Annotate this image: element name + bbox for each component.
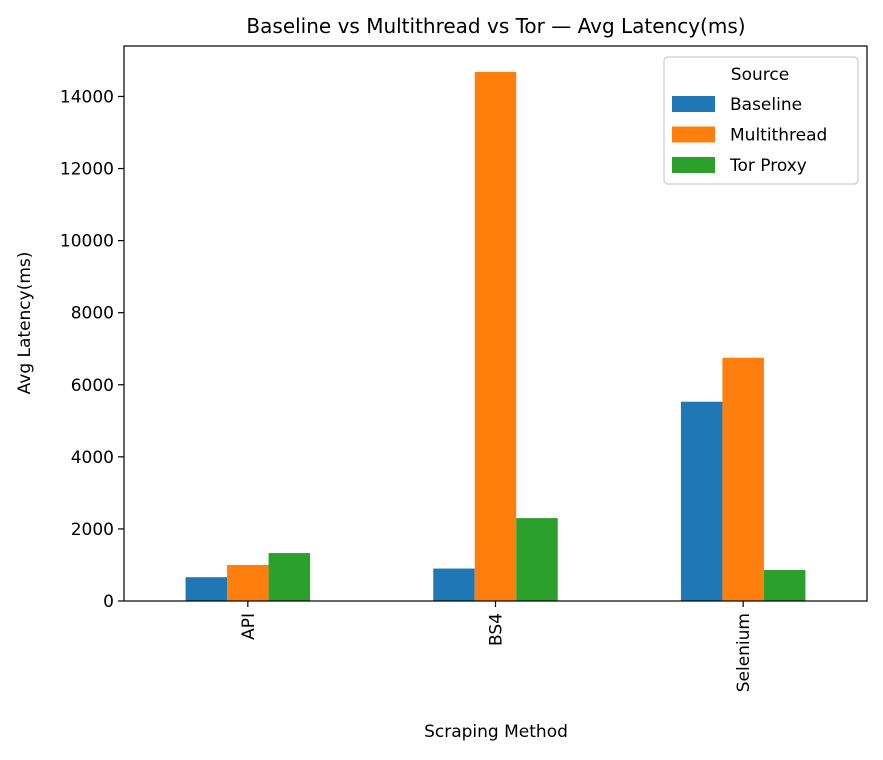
- x-axis-label: Scraping Method: [424, 722, 568, 742]
- bar-multithread-api: [227, 564, 269, 601]
- y-tick-label: 0: [103, 592, 114, 612]
- legend-label: Tor Proxy: [729, 156, 807, 176]
- y-tick-label: 14000: [60, 87, 114, 107]
- y-tick-label: 8000: [71, 304, 114, 324]
- y-tick-label: 4000: [71, 448, 114, 468]
- bar-tor-proxy-selenium: [763, 570, 806, 601]
- bars: [185, 71, 806, 601]
- legend-label: Baseline: [730, 95, 802, 115]
- x-tick-label: Selenium: [734, 613, 754, 692]
- legend-swatch-multithread: [672, 126, 715, 143]
- plot-frame: [123, 45, 868, 602]
- bar-multithread-bs4: [474, 71, 517, 601]
- bar-baseline-selenium: [680, 401, 723, 601]
- y-tick-label: 2000: [71, 520, 114, 540]
- bar-baseline-api: [185, 577, 228, 601]
- chart-title: Baseline vs Multithread vs Tor — Avg Lat…: [246, 14, 745, 38]
- legend-label: Multithread: [730, 126, 827, 146]
- legend-title: Source: [731, 65, 789, 85]
- y-tick-label: 6000: [71, 376, 114, 396]
- y-tick-label: 12000: [60, 160, 114, 180]
- bar-tor-proxy-api: [268, 553, 311, 601]
- x-tick-label: API: [239, 613, 259, 640]
- y-axis-ticks: 0 2000 4000 6000 8000 10000 12000 14000: [60, 87, 124, 612]
- y-axis-label: Avg Latency(ms): [15, 252, 35, 395]
- bar-baseline-bs4: [433, 568, 475, 601]
- legend-box: [663, 56, 859, 185]
- bar-tor-proxy-bs4: [516, 518, 558, 601]
- x-tick-label: BS4: [487, 613, 507, 646]
- y-tick-label: 10000: [60, 232, 114, 252]
- legend-swatch-baseline: [672, 96, 715, 112]
- x-axis-ticks: API BS4 Selenium: [239, 601, 754, 692]
- legend: Source Baseline Multithread Tor Proxy: [663, 56, 859, 185]
- bar-multithread-selenium: [722, 357, 764, 601]
- legend-items: Baseline Multithread Tor Proxy: [672, 95, 827, 176]
- legend-swatch-tor-proxy: [672, 157, 715, 173]
